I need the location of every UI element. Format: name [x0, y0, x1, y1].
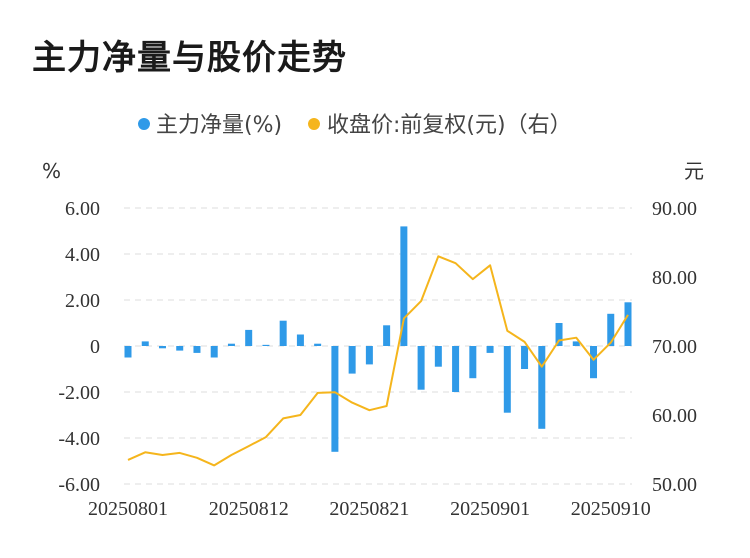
- net-flow-bar: [245, 329, 253, 346]
- net-flow-bar: [176, 346, 184, 351]
- left-tick-label: 2.00: [65, 290, 100, 312]
- left-tick-label: -4.00: [58, 428, 100, 450]
- net-flow-bar: [400, 226, 408, 346]
- left-tick-label: -6.00: [58, 474, 100, 496]
- left-tick-label: -2.00: [58, 382, 100, 404]
- net-flow-bar: [124, 346, 132, 358]
- net-flow-bar: [555, 323, 563, 346]
- net-flow-bar: [262, 344, 270, 346]
- net-flow-bar: [521, 346, 529, 369]
- close-price-line: [127, 255, 629, 467]
- net-flow-bar: [503, 346, 511, 413]
- net-flow-bar: [365, 346, 373, 365]
- net-flow-bar: [469, 346, 477, 379]
- right-tick-label: 70.00: [652, 336, 697, 358]
- net-flow-bar: [279, 320, 287, 346]
- legend: 主力净量(%) 收盘价:前复权(元)（右）: [138, 113, 572, 138]
- left-tick-label: 6.00: [65, 198, 100, 220]
- right-tick-label: 80.00: [652, 267, 697, 289]
- right-axis-ticks: 90.00 80.00 70.00 60.00 50.00: [652, 198, 697, 496]
- left-tick-label: 0: [90, 336, 100, 358]
- net-flow-bar: [158, 346, 166, 349]
- net-flow-bar: [607, 313, 615, 346]
- legend-marker-close-price: [308, 118, 320, 130]
- right-tick-label: 90.00: [652, 198, 697, 220]
- net-flow-bar: [296, 334, 304, 346]
- close-price-line-group: [127, 255, 629, 467]
- net-flow-bar: [486, 346, 494, 353]
- legend-label-net-flow: 主力净量(%): [156, 113, 282, 138]
- left-axis-unit: %: [42, 159, 61, 183]
- net-flow-bar: [227, 343, 235, 346]
- net-flow-bar: [383, 325, 391, 346]
- x-tick-label: 20250910: [571, 498, 651, 520]
- grid-lines: [124, 207, 632, 485]
- x-tick-label: 20250812: [209, 498, 289, 520]
- net-flow-bar: [538, 346, 546, 429]
- left-tick-label: 4.00: [65, 244, 100, 266]
- net-flow-bar: [624, 302, 632, 346]
- net-flow-bar: [331, 346, 339, 452]
- x-tick-label: 20250821: [329, 498, 409, 520]
- legend-label-close-price: 收盘价:前复权(元)（右）: [327, 113, 572, 138]
- net-flow-bar: [452, 346, 460, 392]
- net-flow-bar: [572, 341, 580, 346]
- net-flow-bar: [348, 346, 356, 374]
- net-flow-bar: [434, 346, 442, 367]
- net-flow-bar: [590, 346, 598, 379]
- right-axis-unit: 元: [684, 159, 704, 183]
- net-flow-bar: [210, 346, 218, 358]
- net-flow-bars: [124, 226, 632, 452]
- net-flow-bar: [417, 346, 425, 390]
- right-tick-label: 60.00: [652, 405, 697, 427]
- chart-title: 主力净量与股价走势: [32, 38, 347, 78]
- right-tick-label: 50.00: [652, 474, 697, 496]
- net-flow-bar: [314, 343, 322, 346]
- x-axis-ticks: 20250801 20250812 20250821 20250901 20250910: [88, 498, 651, 520]
- x-tick-label: 20250901: [450, 498, 530, 520]
- net-flow-bar: [193, 346, 201, 353]
- legend-marker-net-flow: [138, 118, 150, 130]
- net-flow-bar: [141, 341, 149, 346]
- x-tick-label: 20250801: [88, 498, 168, 520]
- left-axis-ticks: 6.00 4.00 2.00 0 -2.00 -4.00 -6.00: [58, 198, 100, 496]
